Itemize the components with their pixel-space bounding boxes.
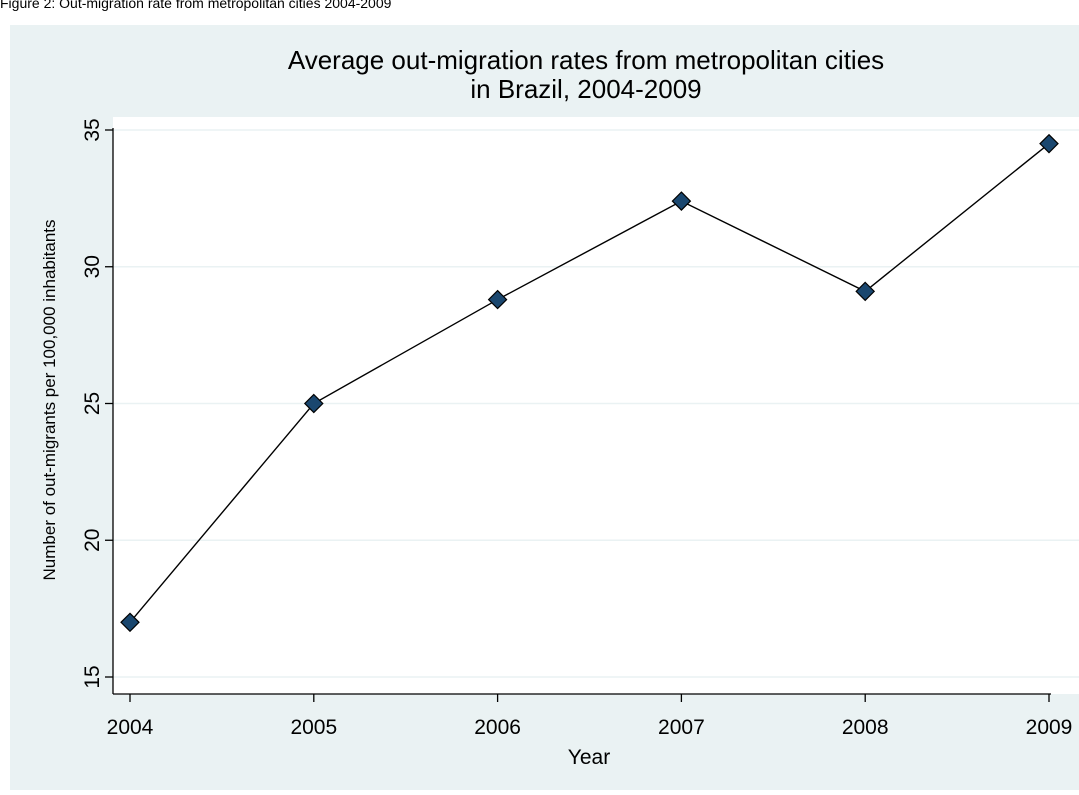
axes	[112, 128, 1051, 695]
y-tick-label-20: 20	[81, 529, 104, 552]
chart-title-line-2: in Brazil, 2004-2009	[470, 74, 701, 104]
data-point-2004	[120, 612, 140, 633]
figure-caption: Figure 2: Out-migration rate from metrop…	[0, 0, 392, 11]
y-tick-label-15: 15	[81, 665, 104, 688]
x-axis-ticks: 2004 2005 2006 2007 2008 2009	[107, 694, 1073, 739]
data-point-2007	[671, 191, 692, 211]
x-tick-label-2008: 2008	[842, 716, 889, 739]
x-tick-label-2004: 2004	[107, 716, 154, 739]
y-tick-label-35: 35	[81, 118, 104, 141]
y-tick-label-30: 30	[81, 255, 104, 278]
y-axis-label: Number of out-migrants per 100,000 inhab…	[40, 220, 59, 581]
gridlines	[113, 129, 1079, 678]
x-tick-label-2009: 2009	[1026, 716, 1073, 739]
data-markers	[120, 133, 1059, 633]
x-tick-label-2005: 2005	[290, 716, 337, 739]
y-tick-label-25: 25	[81, 392, 104, 415]
x-tick-label-2006: 2006	[474, 716, 521, 739]
plot-area	[113, 117, 1079, 694]
data-point-2009	[1039, 133, 1059, 154]
series-line	[129, 143, 1050, 623]
chart-title-line-1: Average out-migration rates from metropo…	[288, 45, 884, 75]
y-axis-ticks: 15 20 25 30 35	[81, 118, 113, 689]
x-axis-label: Year	[568, 746, 610, 769]
data-point-2006	[487, 289, 508, 310]
data-point-2008	[855, 281, 876, 302]
data-point-2005	[303, 393, 324, 414]
series-polyline	[129, 143, 1050, 623]
x-tick-label-2007: 2007	[658, 716, 705, 739]
